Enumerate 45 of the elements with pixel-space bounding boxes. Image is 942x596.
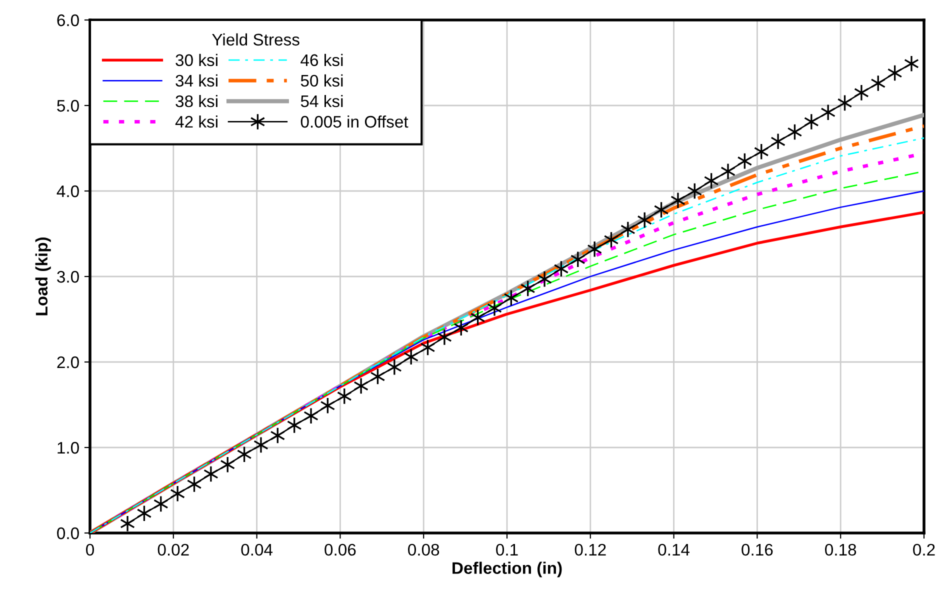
point <box>254 436 268 454</box>
point <box>720 162 736 180</box>
x-tick-label: 0.04 <box>241 544 273 556</box>
point <box>120 515 135 532</box>
point <box>854 84 869 102</box>
y-tick-label: 2.0 <box>57 356 79 368</box>
x-tick-label: 0.14 <box>658 544 690 556</box>
x-tick-label: 0.2 <box>913 544 935 556</box>
legend-title: Yield Stress <box>212 33 300 46</box>
point <box>904 55 919 72</box>
x-tick-label: 0.12 <box>574 544 606 556</box>
legend-label: 34 ksi <box>176 74 218 87</box>
legend-label: 42 ksi <box>175 115 218 128</box>
point <box>437 328 452 346</box>
legend-label: 46 ksi <box>300 54 343 66</box>
legend-label: 54 ksi <box>300 94 343 108</box>
x-tick-label: 0.02 <box>158 544 189 556</box>
legend-label: 0.005 in Offset <box>300 115 408 128</box>
y-tick-label: 0.0 <box>57 527 79 540</box>
point <box>304 407 318 424</box>
point <box>670 192 686 209</box>
point <box>170 485 186 502</box>
legend-label: 38 ksi <box>176 94 218 108</box>
point <box>203 466 218 482</box>
x-tick-label: 0.08 <box>408 544 440 556</box>
x-axis-title: Deflection (in) <box>452 562 562 578</box>
x-tick-label: 0.16 <box>742 544 773 556</box>
point <box>354 377 368 394</box>
point <box>620 221 636 238</box>
y-tick-label: 5.0 <box>57 100 79 112</box>
legend-label: 30 ksi <box>176 54 218 66</box>
y-axis-title: Load (kip) <box>35 238 51 316</box>
x-tick-label: 0 <box>86 544 94 556</box>
point <box>537 270 552 288</box>
y-tick-label: 3.0 <box>57 270 79 283</box>
x-tick-label: 0.06 <box>324 544 356 556</box>
y-tick-label: 1.0 <box>58 442 79 454</box>
legend-label: 50 ksi <box>300 74 343 87</box>
x-tick-label: 0.1 <box>496 544 518 556</box>
y-tick-label: 4.0 <box>56 185 79 198</box>
y-tick-label: 6.0 <box>57 14 79 26</box>
point <box>587 240 602 258</box>
x-tick-label: 0.18 <box>825 544 856 556</box>
point <box>770 132 786 150</box>
point <box>487 300 502 317</box>
